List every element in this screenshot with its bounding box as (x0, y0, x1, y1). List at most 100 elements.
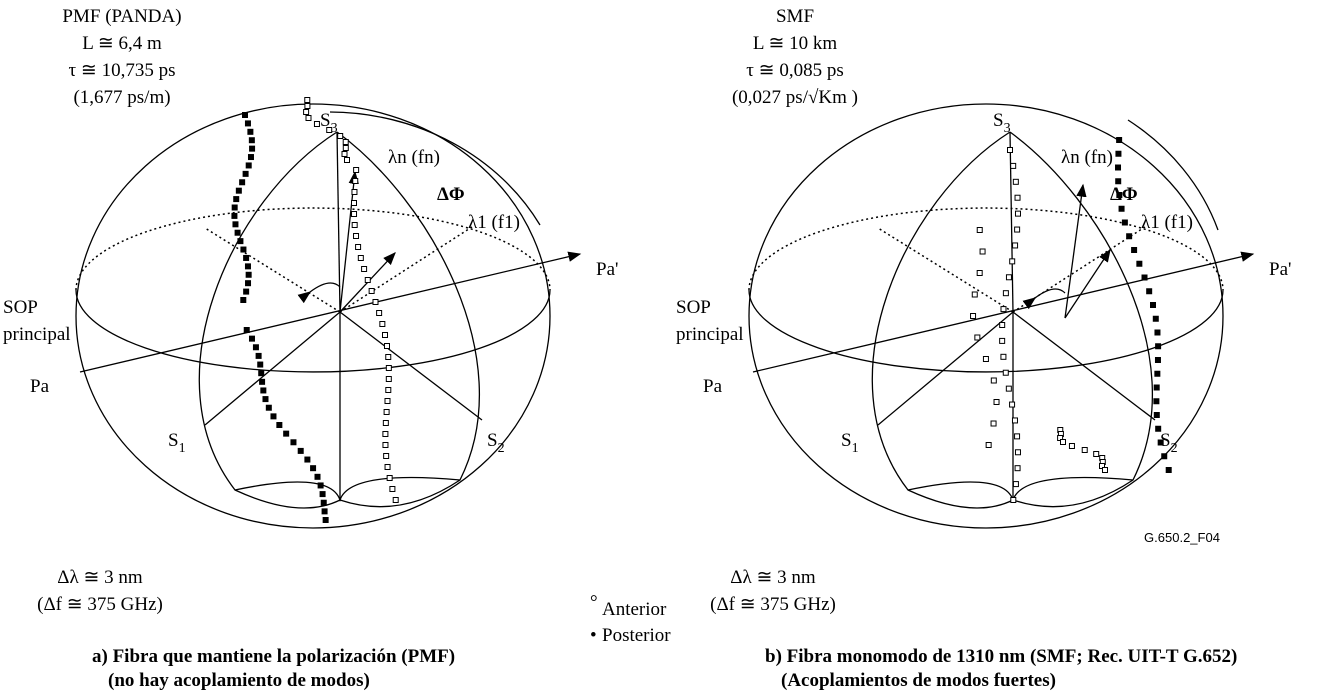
trace-point (245, 280, 252, 287)
trace-point (1002, 369, 1009, 376)
arrow-n (339, 170, 359, 313)
trace-point (239, 179, 246, 186)
trace-point (326, 127, 333, 133)
axis-s3 (336, 131, 341, 313)
trace-point (1011, 417, 1018, 424)
trace-point (1153, 398, 1160, 405)
label-pa: Pa (703, 376, 723, 397)
header-line: L ≅ 6,4 m (82, 33, 162, 54)
trace-point (247, 128, 254, 135)
trace-point (1102, 467, 1109, 473)
bandwidth-line: (Δf ≅ 375 GHz) (710, 594, 836, 615)
trace-point (382, 442, 389, 448)
trace-point (252, 344, 259, 351)
axis-label-base: S (841, 430, 852, 451)
panel: SMF L ≅ 10 km τ ≅ 0,085 ps (0,027 ps/√Km ) S… (676, 6, 1291, 691)
trace-point (1010, 162, 1017, 169)
trace-point (990, 420, 997, 427)
caption-line: a) Fibra que mantiene la polarización (P… (92, 646, 455, 667)
trace-point (1121, 219, 1128, 226)
trace-point (1014, 433, 1021, 440)
trace-point (255, 352, 262, 359)
trace-point (1005, 385, 1012, 392)
label-sop: principal (3, 324, 71, 345)
label-pa-prime: Pa' (596, 259, 618, 280)
trace-point (382, 431, 389, 437)
header-line: (1,677 ps/m) (73, 87, 170, 108)
trace-point (1093, 451, 1100, 457)
axis-s2 (1012, 311, 1156, 421)
axis-label-base: S (168, 430, 179, 451)
trace-point (357, 255, 364, 261)
axis-label-base: S (993, 110, 1004, 131)
trace-point (382, 332, 389, 338)
trace-point (1002, 290, 1009, 297)
trace-point (389, 486, 396, 492)
pa-axis (79, 251, 582, 373)
trace-point (1009, 401, 1016, 408)
trace-point (1153, 384, 1160, 391)
trace-point (232, 221, 239, 228)
trace-point (982, 356, 989, 362)
trace-point (1154, 329, 1161, 336)
trace-point (283, 430, 290, 437)
axis-label: S3 (320, 110, 338, 136)
equator-back (75, 207, 551, 291)
axis-label-sub: 2 (1171, 441, 1178, 456)
trace-point (1012, 178, 1019, 185)
trace-point (1161, 453, 1168, 460)
trace-point (1012, 481, 1019, 488)
axis-label-sub: 1 (179, 441, 186, 456)
legend-anterior: Anterior (602, 599, 667, 620)
bandwidth-line: (Δf ≅ 375 GHz) (37, 594, 163, 615)
trace-point (243, 288, 250, 295)
meridian-bottom (907, 476, 1134, 503)
trace-point (234, 229, 241, 236)
trace-point (262, 396, 269, 403)
axis-label-base: S (320, 110, 331, 131)
trace-point (248, 137, 255, 144)
trace-point (260, 387, 267, 394)
meridian-left (198, 131, 341, 509)
trace-point (320, 499, 327, 506)
trace-point (258, 370, 265, 377)
label-lambda-n: λn (fn) (388, 147, 440, 168)
trace-point (235, 187, 242, 194)
header-line: τ ≅ 10,735 ps (69, 60, 176, 81)
arrow-1 (1064, 248, 1111, 319)
trace-point (1000, 306, 1007, 313)
trace-point (304, 103, 311, 109)
trace-point (392, 497, 399, 503)
label-delta-phi: ΔΦ (1110, 184, 1138, 205)
trace-point (257, 361, 264, 368)
trace-point (265, 404, 272, 411)
caption-line: b) Fibra monomodo de 1310 nm (SMF; Rec. … (765, 646, 1237, 667)
trace-point (384, 464, 391, 470)
trace-point (341, 151, 348, 157)
trace-point (1131, 247, 1138, 253)
axis-s1 (204, 311, 341, 426)
axis-label-sub: 2 (498, 441, 505, 456)
trace-point (979, 248, 986, 255)
trace-point (376, 310, 383, 316)
trace-point (1136, 260, 1143, 267)
label-pa-prime: Pa' (1269, 259, 1291, 280)
trace-point (1116, 192, 1123, 198)
trace-point (1126, 233, 1133, 240)
rotation-arrow (297, 282, 341, 304)
header-line: τ ≅ 0,085 ps (746, 60, 843, 81)
trace-point (242, 170, 249, 177)
trace-point (1115, 150, 1122, 157)
axis-label-sub: 3 (1004, 121, 1011, 136)
trace-point (1157, 439, 1164, 446)
trace-point (1115, 164, 1122, 171)
label-lambda-1: λ1 (f1) (468, 212, 520, 233)
trace-point (237, 238, 244, 245)
trace-point (310, 465, 317, 472)
trace-point (342, 139, 349, 145)
trace-point (1155, 343, 1162, 350)
trace-point (1014, 449, 1021, 456)
trace-point (1150, 302, 1157, 308)
trace-point (297, 447, 304, 454)
